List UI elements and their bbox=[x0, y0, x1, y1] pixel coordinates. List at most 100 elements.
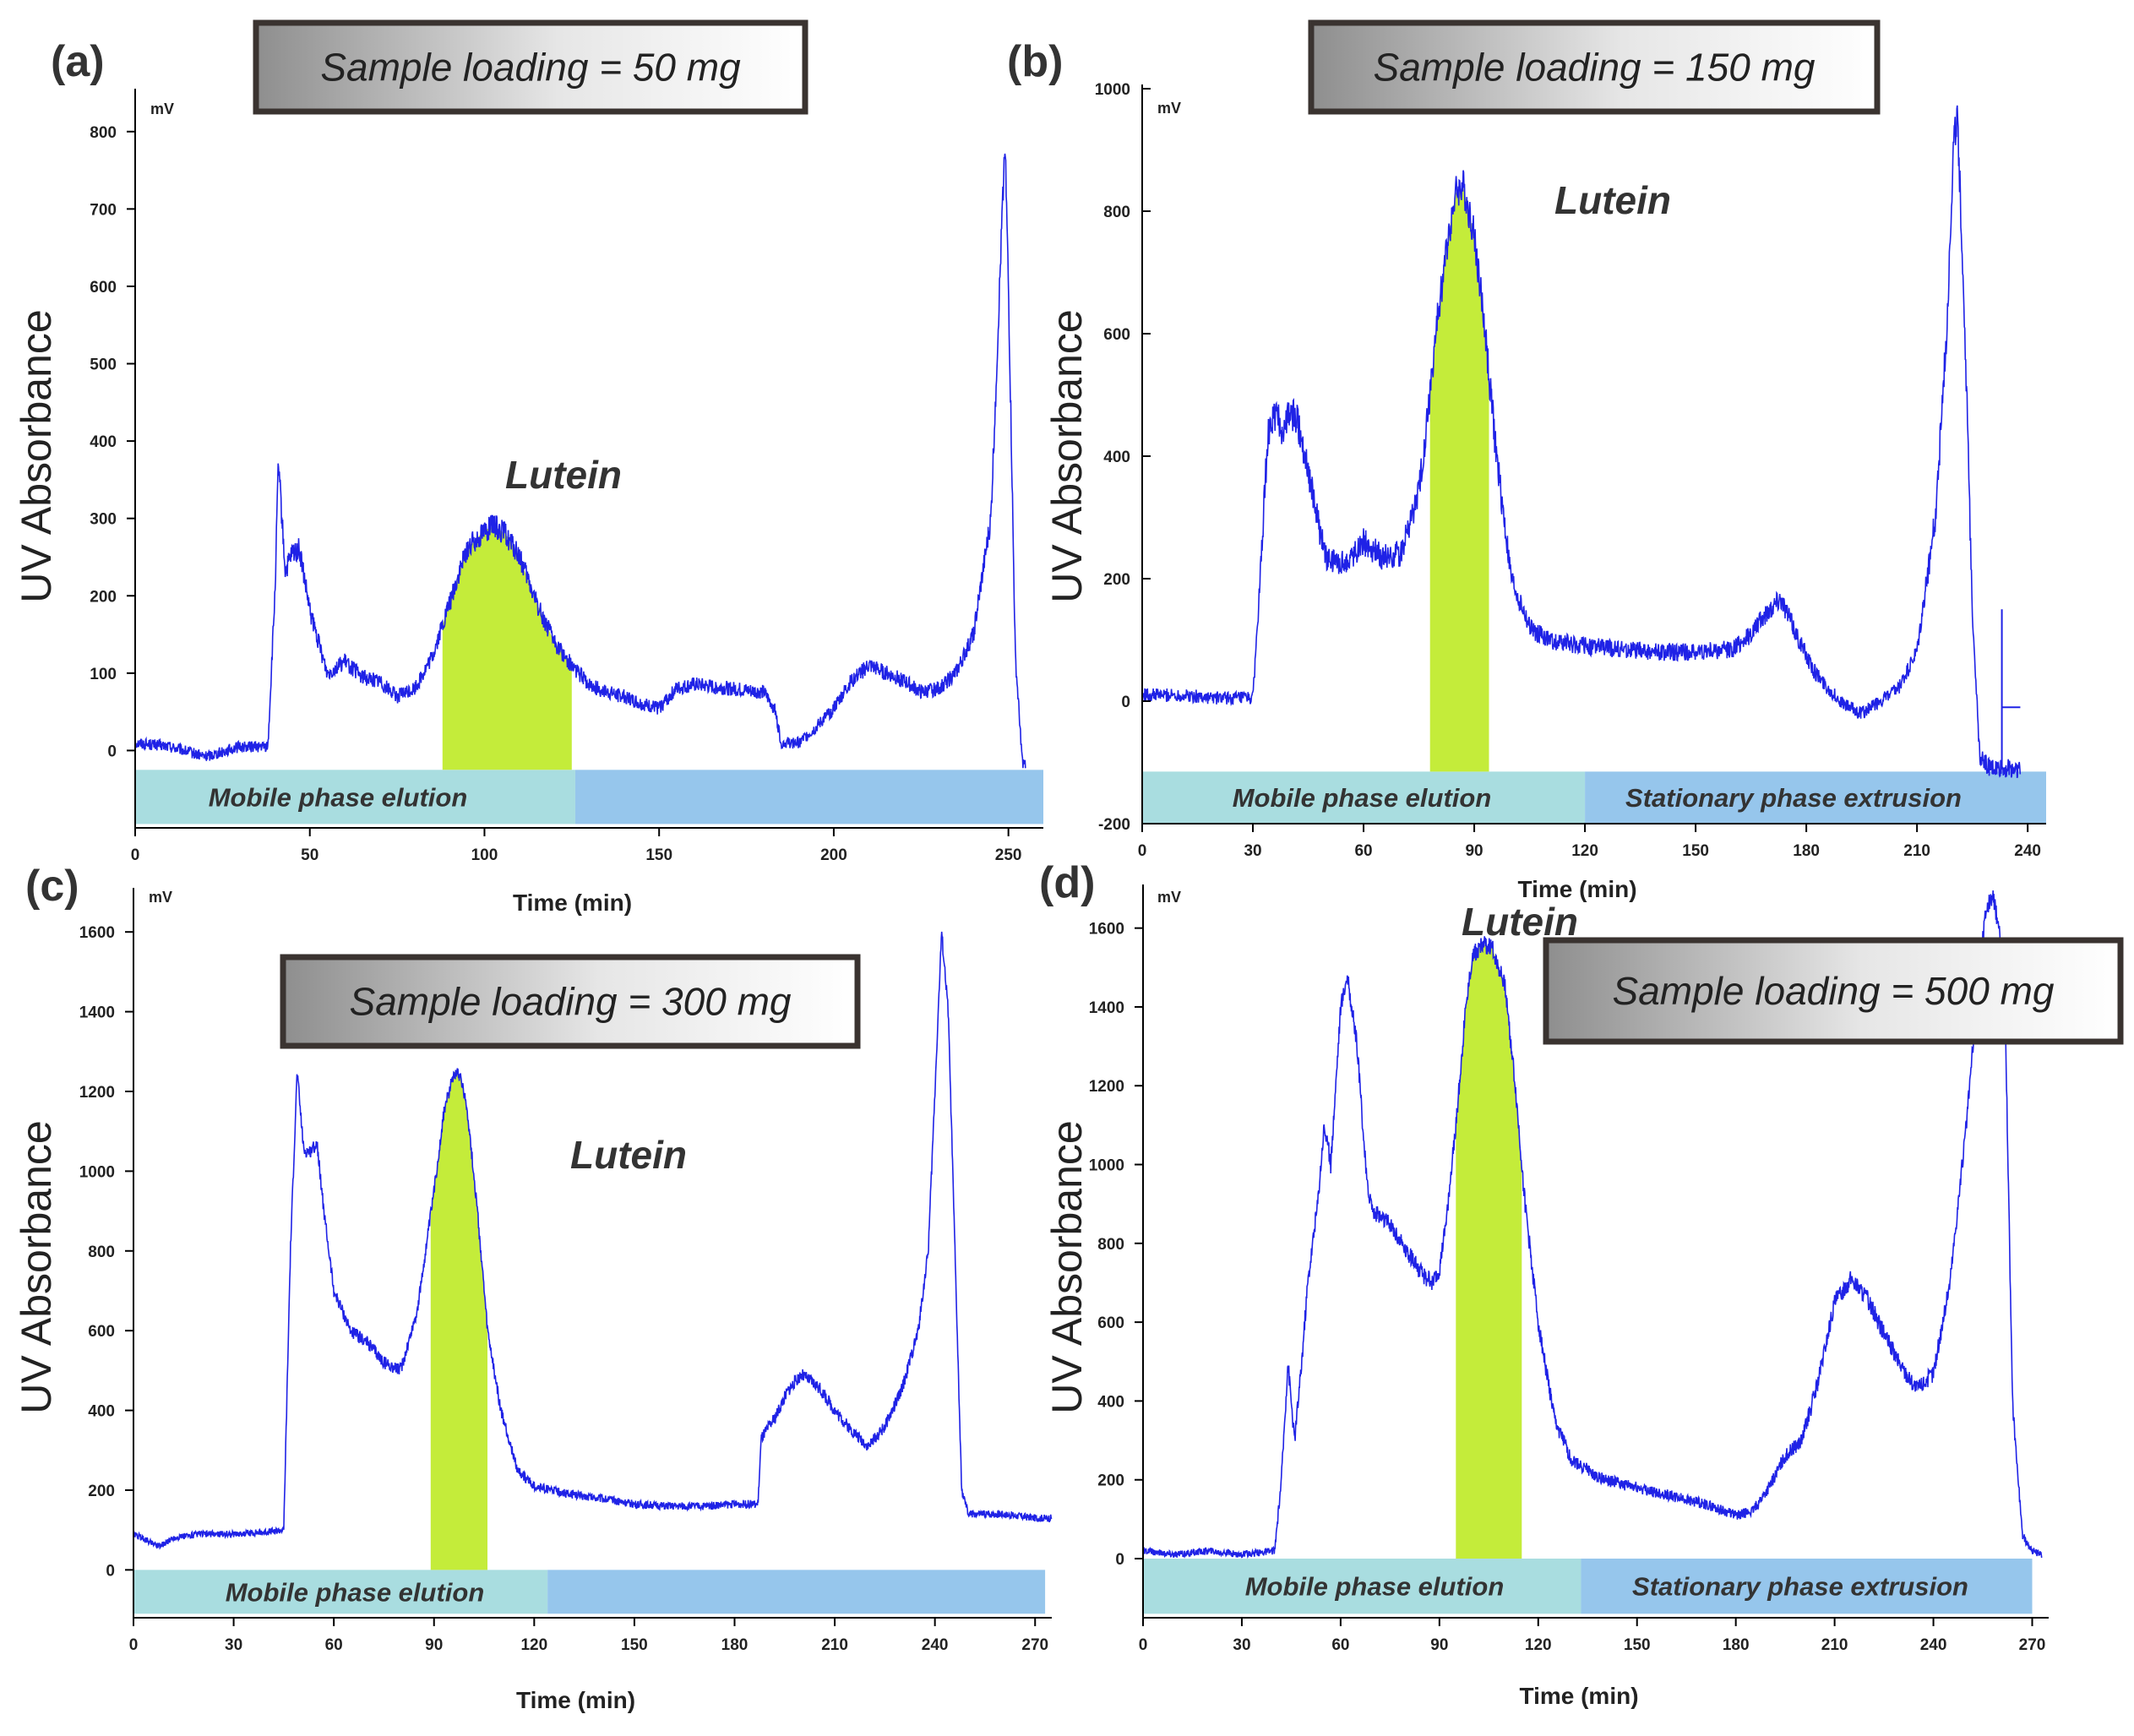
x-tick-label: 30 bbox=[225, 1636, 242, 1654]
y-tick-label: -200 bbox=[1098, 816, 1130, 834]
y-tick-label: 600 bbox=[88, 1323, 115, 1341]
title-box-text: Sample loading = 300 mg bbox=[350, 980, 792, 1024]
title-box-text: Sample loading = 150 mg bbox=[1374, 46, 1816, 90]
x-tick-label: 120 bbox=[1571, 842, 1598, 860]
x-tick-label: 60 bbox=[325, 1636, 343, 1654]
x-tick-label: 30 bbox=[1244, 842, 1261, 860]
y-tick-label: 1600 bbox=[1089, 921, 1124, 939]
x-tick-label: 240 bbox=[922, 1636, 949, 1654]
x-tick-label: 60 bbox=[1354, 842, 1372, 860]
x-tick-label: 210 bbox=[1903, 842, 1930, 860]
stationary-phase-bar bbox=[574, 770, 1043, 824]
y-tick-label: 400 bbox=[88, 1403, 115, 1421]
title-box-text: Sample loading = 500 mg bbox=[1613, 969, 2055, 1013]
lutein-label: Lutein bbox=[1554, 178, 1671, 222]
x-tick-label: 150 bbox=[1682, 842, 1709, 860]
x-tick-label: 0 bbox=[131, 846, 140, 864]
y-axis-title: UV Absorbance bbox=[1043, 309, 1091, 602]
title-box bbox=[253, 19, 808, 115]
stationary-phase-bar bbox=[547, 1570, 1046, 1614]
lutein-fill bbox=[1429, 187, 1489, 772]
uv-trace-line bbox=[134, 153, 1026, 769]
y-tick-label: 1400 bbox=[79, 1004, 115, 1022]
x-tick-label: 150 bbox=[645, 846, 672, 864]
mobile-phase-label: Mobile phase elution bbox=[1233, 783, 1492, 813]
y-tick-label: 200 bbox=[88, 1483, 115, 1500]
mobile-phase-bar bbox=[1142, 771, 1586, 824]
mobile-phase-label: Mobile phase elution bbox=[1245, 1572, 1505, 1602]
y-tick-label: 200 bbox=[1103, 571, 1130, 589]
y-tick-label: 400 bbox=[90, 433, 117, 451]
x-tick-label: 240 bbox=[1920, 1636, 1947, 1654]
lutein-fill bbox=[430, 1071, 487, 1570]
x-tick-label: 0 bbox=[129, 1636, 139, 1654]
uv-trace-line bbox=[1142, 890, 2043, 1559]
y-tick-label: 0 bbox=[107, 743, 117, 760]
x-tick-label: 90 bbox=[1430, 1636, 1448, 1654]
y-tick-label: 500 bbox=[90, 356, 117, 374]
lutein-label: Lutein bbox=[570, 1133, 687, 1177]
y-unit-label: mV bbox=[1157, 100, 1181, 117]
y-tick-label: 400 bbox=[1103, 449, 1130, 466]
lutein-fill bbox=[442, 525, 572, 770]
x-tick-label: 90 bbox=[425, 1636, 443, 1654]
title-box bbox=[280, 954, 861, 1049]
y-tick-label: 100 bbox=[90, 666, 117, 683]
lutein-label: Lutein bbox=[505, 453, 622, 497]
x-tick-label: 180 bbox=[1723, 1636, 1750, 1654]
x-tick-label: 210 bbox=[1821, 1636, 1848, 1654]
y-unit-label: mV bbox=[149, 889, 172, 906]
panel-label: (d) bbox=[1039, 858, 1095, 907]
panel-label: (c) bbox=[25, 862, 79, 911]
y-tick-label: 1000 bbox=[1095, 81, 1130, 99]
x-tick-label: 50 bbox=[301, 846, 318, 864]
x-tick-label: 270 bbox=[2019, 1636, 2046, 1654]
stationary-phase-bar bbox=[1581, 1559, 2033, 1614]
x-tick-label: 120 bbox=[520, 1636, 547, 1654]
mobile-phase-bar bbox=[1143, 1559, 1581, 1614]
x-tick-label: 0 bbox=[1138, 842, 1147, 860]
stationary-phase-bar bbox=[1585, 771, 2046, 824]
x-tick-label: 240 bbox=[2014, 842, 2041, 860]
y-tick-label: 300 bbox=[90, 511, 117, 529]
trace-end-marker bbox=[2001, 609, 2021, 769]
stationary-phase-label: Stationary phase extrusion bbox=[1625, 783, 1962, 813]
chart-panel-d: Mobile phase elution Stationary phase ext… bbox=[1039, 858, 2124, 1709]
uv-trace-line bbox=[1141, 105, 2022, 779]
mobile-phase-label: Mobile phase elution bbox=[209, 782, 468, 812]
x-tick-label: 120 bbox=[1525, 1636, 1552, 1654]
y-tick-label: 1400 bbox=[1089, 999, 1124, 1017]
y-tick-label: 1200 bbox=[1089, 1078, 1124, 1096]
lutein-fill bbox=[1456, 944, 1522, 1559]
title-box bbox=[1543, 937, 2124, 1045]
y-axis-title: UV Absorbance bbox=[1043, 1120, 1091, 1413]
panel-label: (b) bbox=[1007, 37, 1063, 86]
y-tick-label: 0 bbox=[1115, 1551, 1124, 1569]
mobile-phase-label: Mobile phase elution bbox=[226, 1577, 485, 1607]
y-tick-label: 200 bbox=[1097, 1472, 1124, 1490]
x-tick-label: 60 bbox=[1331, 1636, 1349, 1654]
x-tick-label: 150 bbox=[621, 1636, 648, 1654]
y-tick-label: 600 bbox=[90, 279, 117, 297]
title-box-text: Sample loading = 50 mg bbox=[320, 46, 741, 90]
y-tick-label: 800 bbox=[1103, 204, 1130, 221]
y-tick-label: 1600 bbox=[79, 924, 115, 942]
lutein-label: Lutein bbox=[1462, 900, 1578, 944]
x-tick-label: 270 bbox=[1021, 1636, 1048, 1654]
x-tick-label: 90 bbox=[1465, 842, 1483, 860]
panel-label: (a) bbox=[51, 37, 105, 86]
mobile-phase-bar bbox=[135, 770, 575, 824]
y-tick-label: 200 bbox=[90, 588, 117, 606]
uv-trace-line bbox=[133, 931, 1053, 1550]
y-tick-label: 800 bbox=[88, 1243, 115, 1261]
x-axis-title: Time (min) bbox=[516, 1687, 635, 1713]
x-tick-label: 200 bbox=[820, 846, 847, 864]
y-tick-label: 600 bbox=[1097, 1314, 1124, 1332]
x-tick-label: 150 bbox=[1624, 1636, 1651, 1654]
y-tick-label: 1000 bbox=[1089, 1157, 1124, 1175]
y-tick-label: 800 bbox=[90, 124, 117, 142]
x-axis-title: Time (min) bbox=[1517, 876, 1636, 902]
x-tick-label: 180 bbox=[721, 1636, 749, 1654]
